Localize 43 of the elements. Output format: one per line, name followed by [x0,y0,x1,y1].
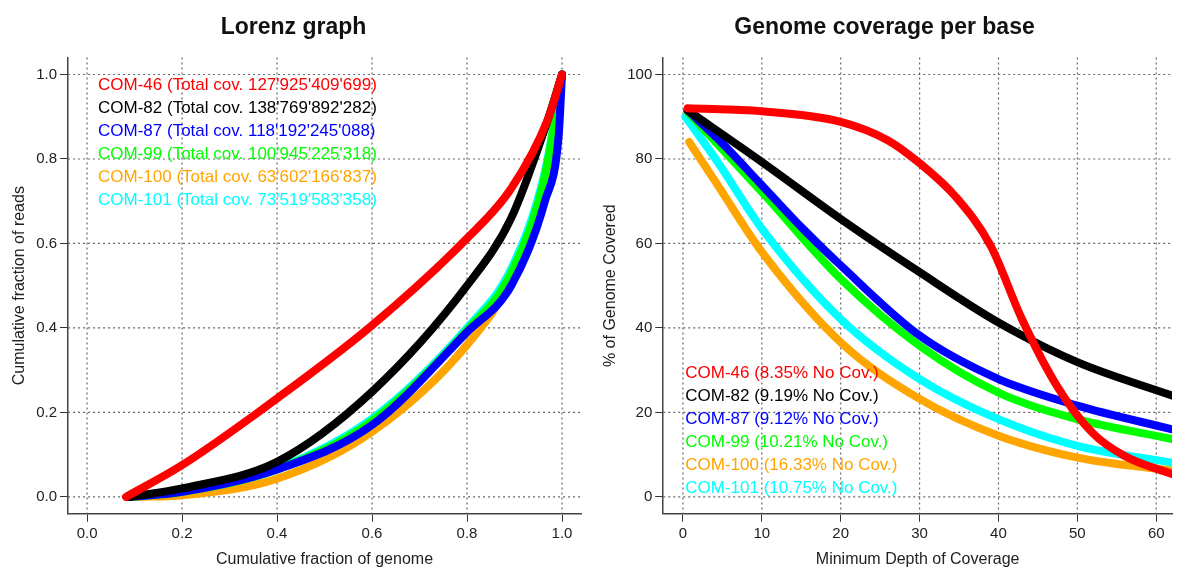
x-tick-label: 0.2 [171,523,193,541]
text: COM-82 (Total cov. 138'769'892'282) [98,98,377,118]
chart-title: Lorenz graph [220,13,367,40]
text: COM-99 (10.21% No Cov.) [685,431,889,451]
x-tick-label: 50 [1069,523,1086,541]
y-tick-label: 0 [643,487,653,505]
y-tick-label: 20 [635,402,653,420]
text: COM-101 (10.75% No Cov.) [685,477,898,497]
x-tick-label: 60 [1147,523,1165,541]
chart-title: Genome coverage per base [734,13,1035,40]
x-tick-label: 0.4 [266,523,288,541]
y-tick-label: 100 [627,64,653,82]
x-tick-label: 40 [990,523,1007,541]
x-axis-title: Cumulative fraction of genome [216,549,434,567]
text: COM-82 (9.19% No Cov.) [685,385,879,405]
text: COM-99 (Total cov. 100'945'225'318) [98,144,377,164]
x-tick-label: 0.6 [361,523,383,541]
y-tick-label: 60 [635,233,653,251]
text: COM-46 (Total cov. 127'925'409'699) [98,75,377,95]
y-tick-label: 0.6 [36,233,58,251]
x-tick-label: 0 [678,523,688,541]
x-tick-label: 0.8 [456,523,478,541]
y-axis-title: % of Genome Covered [601,204,619,368]
y-tick-label: 0.8 [36,149,58,167]
x-tick-label: 1.0 [551,523,573,541]
y-axis-title: Cumulative fraction of reads [10,186,28,386]
text: COM-100 (Total cov. 63'602'166'837) [98,167,377,187]
y-tick-label: 80 [635,149,653,167]
x-tick-label: 30 [911,523,928,541]
y-tick-label: 0.4 [36,318,58,336]
text: COM-46 (8.35% No Cov.) [685,362,879,382]
x-tick-label: 0.0 [76,523,98,541]
x-tick-label: 20 [832,523,850,541]
y-tick-label: 1.0 [36,64,58,82]
y-tick-label: 0.2 [36,402,58,420]
x-tick-label: 10 [753,523,771,541]
y-tick-label: 0.0 [36,487,58,505]
text: COM-87 (Total cov. 118'192'245'088) [98,121,376,141]
x-axis-title: Minimum Depth of Coverage [815,549,1020,567]
text: COM-101 (Total cov. 73'519'583'358) [98,190,377,210]
text: COM-100 (16.33% No Cov.) [685,454,898,474]
y-tick-label: 40 [635,318,653,336]
text: COM-87 (9.12% No Cov.) [685,408,879,428]
